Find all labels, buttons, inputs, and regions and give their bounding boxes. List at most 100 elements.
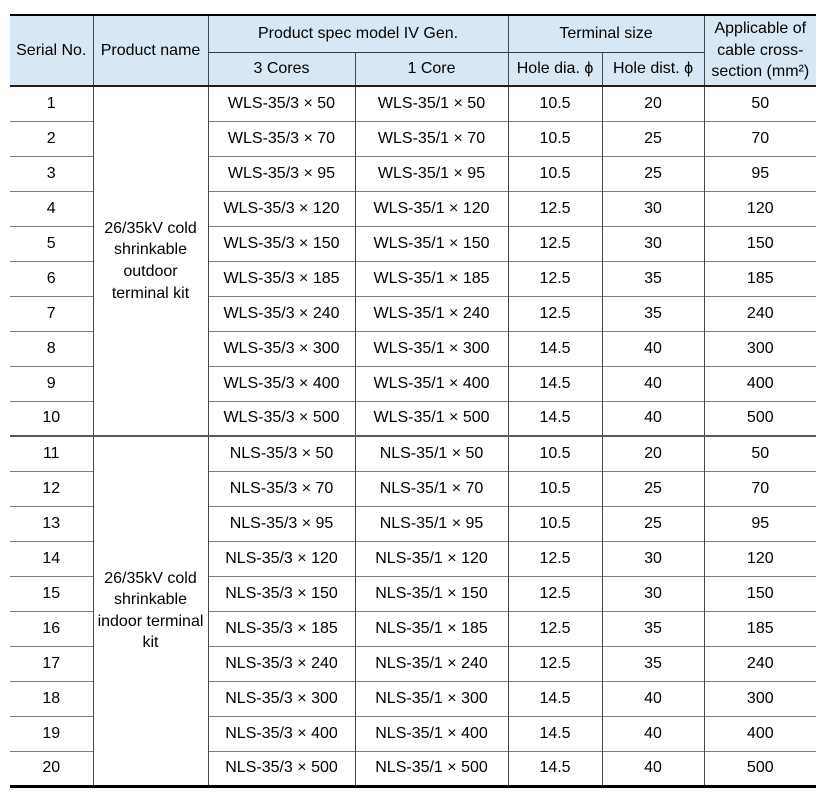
hole-dist-cell: 30 xyxy=(602,190,705,226)
table-row: 4 WLS-35/3 × 120 WLS-35/1 × 120 12.5 30 120 xyxy=(10,190,817,226)
model-3cores-cell: NLS-35/3 × 120 xyxy=(208,540,356,576)
hole-dist-cell: 25 xyxy=(602,470,705,506)
hole-dist-cell: 35 xyxy=(602,260,705,296)
serial-cell: 3 xyxy=(10,155,94,191)
table-row: 15 NLS-35/3 × 150 NLS-35/1 × 150 12.5 30 150 xyxy=(10,575,817,611)
model-3cores-cell: WLS-35/3 × 150 xyxy=(208,225,356,261)
model-3cores-cell: NLS-35/3 × 185 xyxy=(208,610,356,646)
model-1core-cell: WLS-35/1 × 150 xyxy=(355,225,509,261)
model-3cores-cell: WLS-35/3 × 500 xyxy=(208,400,356,436)
hole-dist-cell: 35 xyxy=(602,645,705,681)
hole-dia-cell: 14.5 xyxy=(508,715,603,751)
serial-cell: 8 xyxy=(10,330,94,366)
serial-cell: 1 xyxy=(10,85,94,121)
cross-section-cell: 150 xyxy=(704,225,817,261)
model-3cores-cell: NLS-35/3 × 240 xyxy=(208,645,356,681)
serial-cell: 11 xyxy=(10,435,94,471)
cross-section-cell: 240 xyxy=(704,295,817,331)
model-1core-cell: NLS-35/1 × 300 xyxy=(355,680,509,716)
cross-section-cell: 70 xyxy=(704,120,817,156)
hole-dia-cell: 12.5 xyxy=(508,645,603,681)
cross-section-cell: 300 xyxy=(704,330,817,366)
product-name-cell: 26/35kV cold shrinkable outdoor terminal… xyxy=(93,85,209,436)
hole-dist-cell: 40 xyxy=(602,715,705,751)
model-3cores-cell: NLS-35/3 × 95 xyxy=(208,505,356,541)
cross-section-cell: 70 xyxy=(704,470,817,506)
model-3cores-cell: WLS-35/3 × 70 xyxy=(208,120,356,156)
product-name-cell: 26/35kV cold shrinkable indoor terminal … xyxy=(93,435,209,786)
hole-dia-cell: 14.5 xyxy=(508,400,603,436)
cross-section-cell: 300 xyxy=(704,680,817,716)
serial-cell: 12 xyxy=(10,470,94,506)
model-3cores-cell: NLS-35/3 × 150 xyxy=(208,575,356,611)
header-hole-dist: Hole dist. ϕ xyxy=(602,52,705,86)
hole-dist-cell: 35 xyxy=(602,295,705,331)
header-product-name: Product name xyxy=(93,15,209,86)
serial-cell: 4 xyxy=(10,190,94,226)
table-row: 9 WLS-35/3 × 400 WLS-35/1 × 400 14.5 40 400 xyxy=(10,365,817,401)
cross-section-cell: 500 xyxy=(704,400,817,436)
table-row: 8 WLS-35/3 × 300 WLS-35/1 × 300 14.5 40 300 xyxy=(10,330,817,366)
table-body: 1 26/35kV cold shrinkable outdoor termina… xyxy=(10,85,817,786)
model-3cores-cell: NLS-35/3 × 400 xyxy=(208,715,356,751)
header-serial: Serial No. xyxy=(10,15,94,86)
hole-dist-cell: 20 xyxy=(602,435,705,471)
model-1core-cell: NLS-35/1 × 400 xyxy=(355,715,509,751)
hole-dia-cell: 10.5 xyxy=(508,120,603,156)
hole-dia-cell: 12.5 xyxy=(508,295,603,331)
model-3cores-cell: NLS-35/3 × 300 xyxy=(208,680,356,716)
serial-cell: 5 xyxy=(10,225,94,261)
product-spec-table: Serial No. Product name Product spec mod… xyxy=(10,14,817,788)
table-header: Serial No. Product name Product spec mod… xyxy=(10,15,817,86)
header-cross-section: Applicable of cable cross-section (mm²) xyxy=(704,15,817,86)
serial-cell: 18 xyxy=(10,680,94,716)
hole-dist-cell: 25 xyxy=(602,155,705,191)
hole-dist-cell: 40 xyxy=(602,330,705,366)
header-1core: 1 Core xyxy=(355,52,509,86)
hole-dia-cell: 12.5 xyxy=(508,540,603,576)
hole-dia-cell: 14.5 xyxy=(508,330,603,366)
hole-dia-cell: 10.5 xyxy=(508,155,603,191)
header-3cores: 3 Cores xyxy=(208,52,356,86)
cross-section-cell: 400 xyxy=(704,365,817,401)
model-1core-cell: WLS-35/1 × 500 xyxy=(355,400,509,436)
model-1core-cell: NLS-35/1 × 150 xyxy=(355,575,509,611)
table-row: 3 WLS-35/3 × 95 WLS-35/1 × 95 10.5 25 95 xyxy=(10,155,817,191)
serial-cell: 15 xyxy=(10,575,94,611)
hole-dia-cell: 12.5 xyxy=(508,190,603,226)
table-row: 12 NLS-35/3 × 70 NLS-35/1 × 70 10.5 25 70 xyxy=(10,470,817,506)
serial-cell: 6 xyxy=(10,260,94,296)
hole-dia-cell: 12.5 xyxy=(508,260,603,296)
table-row: 20 NLS-35/3 × 500 NLS-35/1 × 500 14.5 40 500 xyxy=(10,750,817,786)
hole-dist-cell: 40 xyxy=(602,750,705,786)
serial-cell: 17 xyxy=(10,645,94,681)
hole-dist-cell: 40 xyxy=(602,365,705,401)
table-row: 11 26/35kV cold shrinkable indoor termina… xyxy=(10,435,817,786)
cross-section-cell: 240 xyxy=(704,645,817,681)
model-3cores-cell: WLS-35/3 × 185 xyxy=(208,260,356,296)
table-row: 7 WLS-35/3 × 240 WLS-35/1 × 240 12.5 35 240 xyxy=(10,295,817,331)
header-terminal-group: Terminal size xyxy=(508,15,705,53)
hole-dist-cell: 20 xyxy=(602,85,705,121)
cross-section-cell: 500 xyxy=(704,750,817,786)
hole-dist-cell: 35 xyxy=(602,610,705,646)
model-1core-cell: NLS-35/1 × 500 xyxy=(355,750,509,786)
model-1core-cell: WLS-35/1 × 50 xyxy=(355,85,509,121)
model-1core-cell: NLS-35/1 × 185 xyxy=(355,610,509,646)
hole-dist-cell: 30 xyxy=(602,575,705,611)
serial-cell: 7 xyxy=(10,295,94,331)
model-1core-cell: WLS-35/1 × 95 xyxy=(355,155,509,191)
model-1core-cell: WLS-35/1 × 400 xyxy=(355,365,509,401)
hole-dist-cell: 40 xyxy=(602,400,705,436)
cross-section-cell: 150 xyxy=(704,575,817,611)
model-1core-cell: WLS-35/1 × 120 xyxy=(355,190,509,226)
serial-cell: 19 xyxy=(10,715,94,751)
header-row-sub: 3 Cores 1 Core Hole dia. ϕ Hole dist. ϕ xyxy=(10,52,816,86)
table-row: 17 NLS-35/3 × 240 NLS-35/1 × 240 12.5 35 240 xyxy=(10,645,817,681)
hole-dia-cell: 14.5 xyxy=(508,750,603,786)
table-row: 19 NLS-35/3 × 400 NLS-35/1 × 400 14.5 40 400 xyxy=(10,715,817,751)
hole-dia-cell: 10.5 xyxy=(508,85,603,121)
table-row: 14 NLS-35/3 × 120 NLS-35/1 × 120 12.5 30 120 xyxy=(10,540,817,576)
table-row: 10 WLS-35/3 × 500 WLS-35/1 × 500 14.5 40 500 xyxy=(10,400,817,436)
